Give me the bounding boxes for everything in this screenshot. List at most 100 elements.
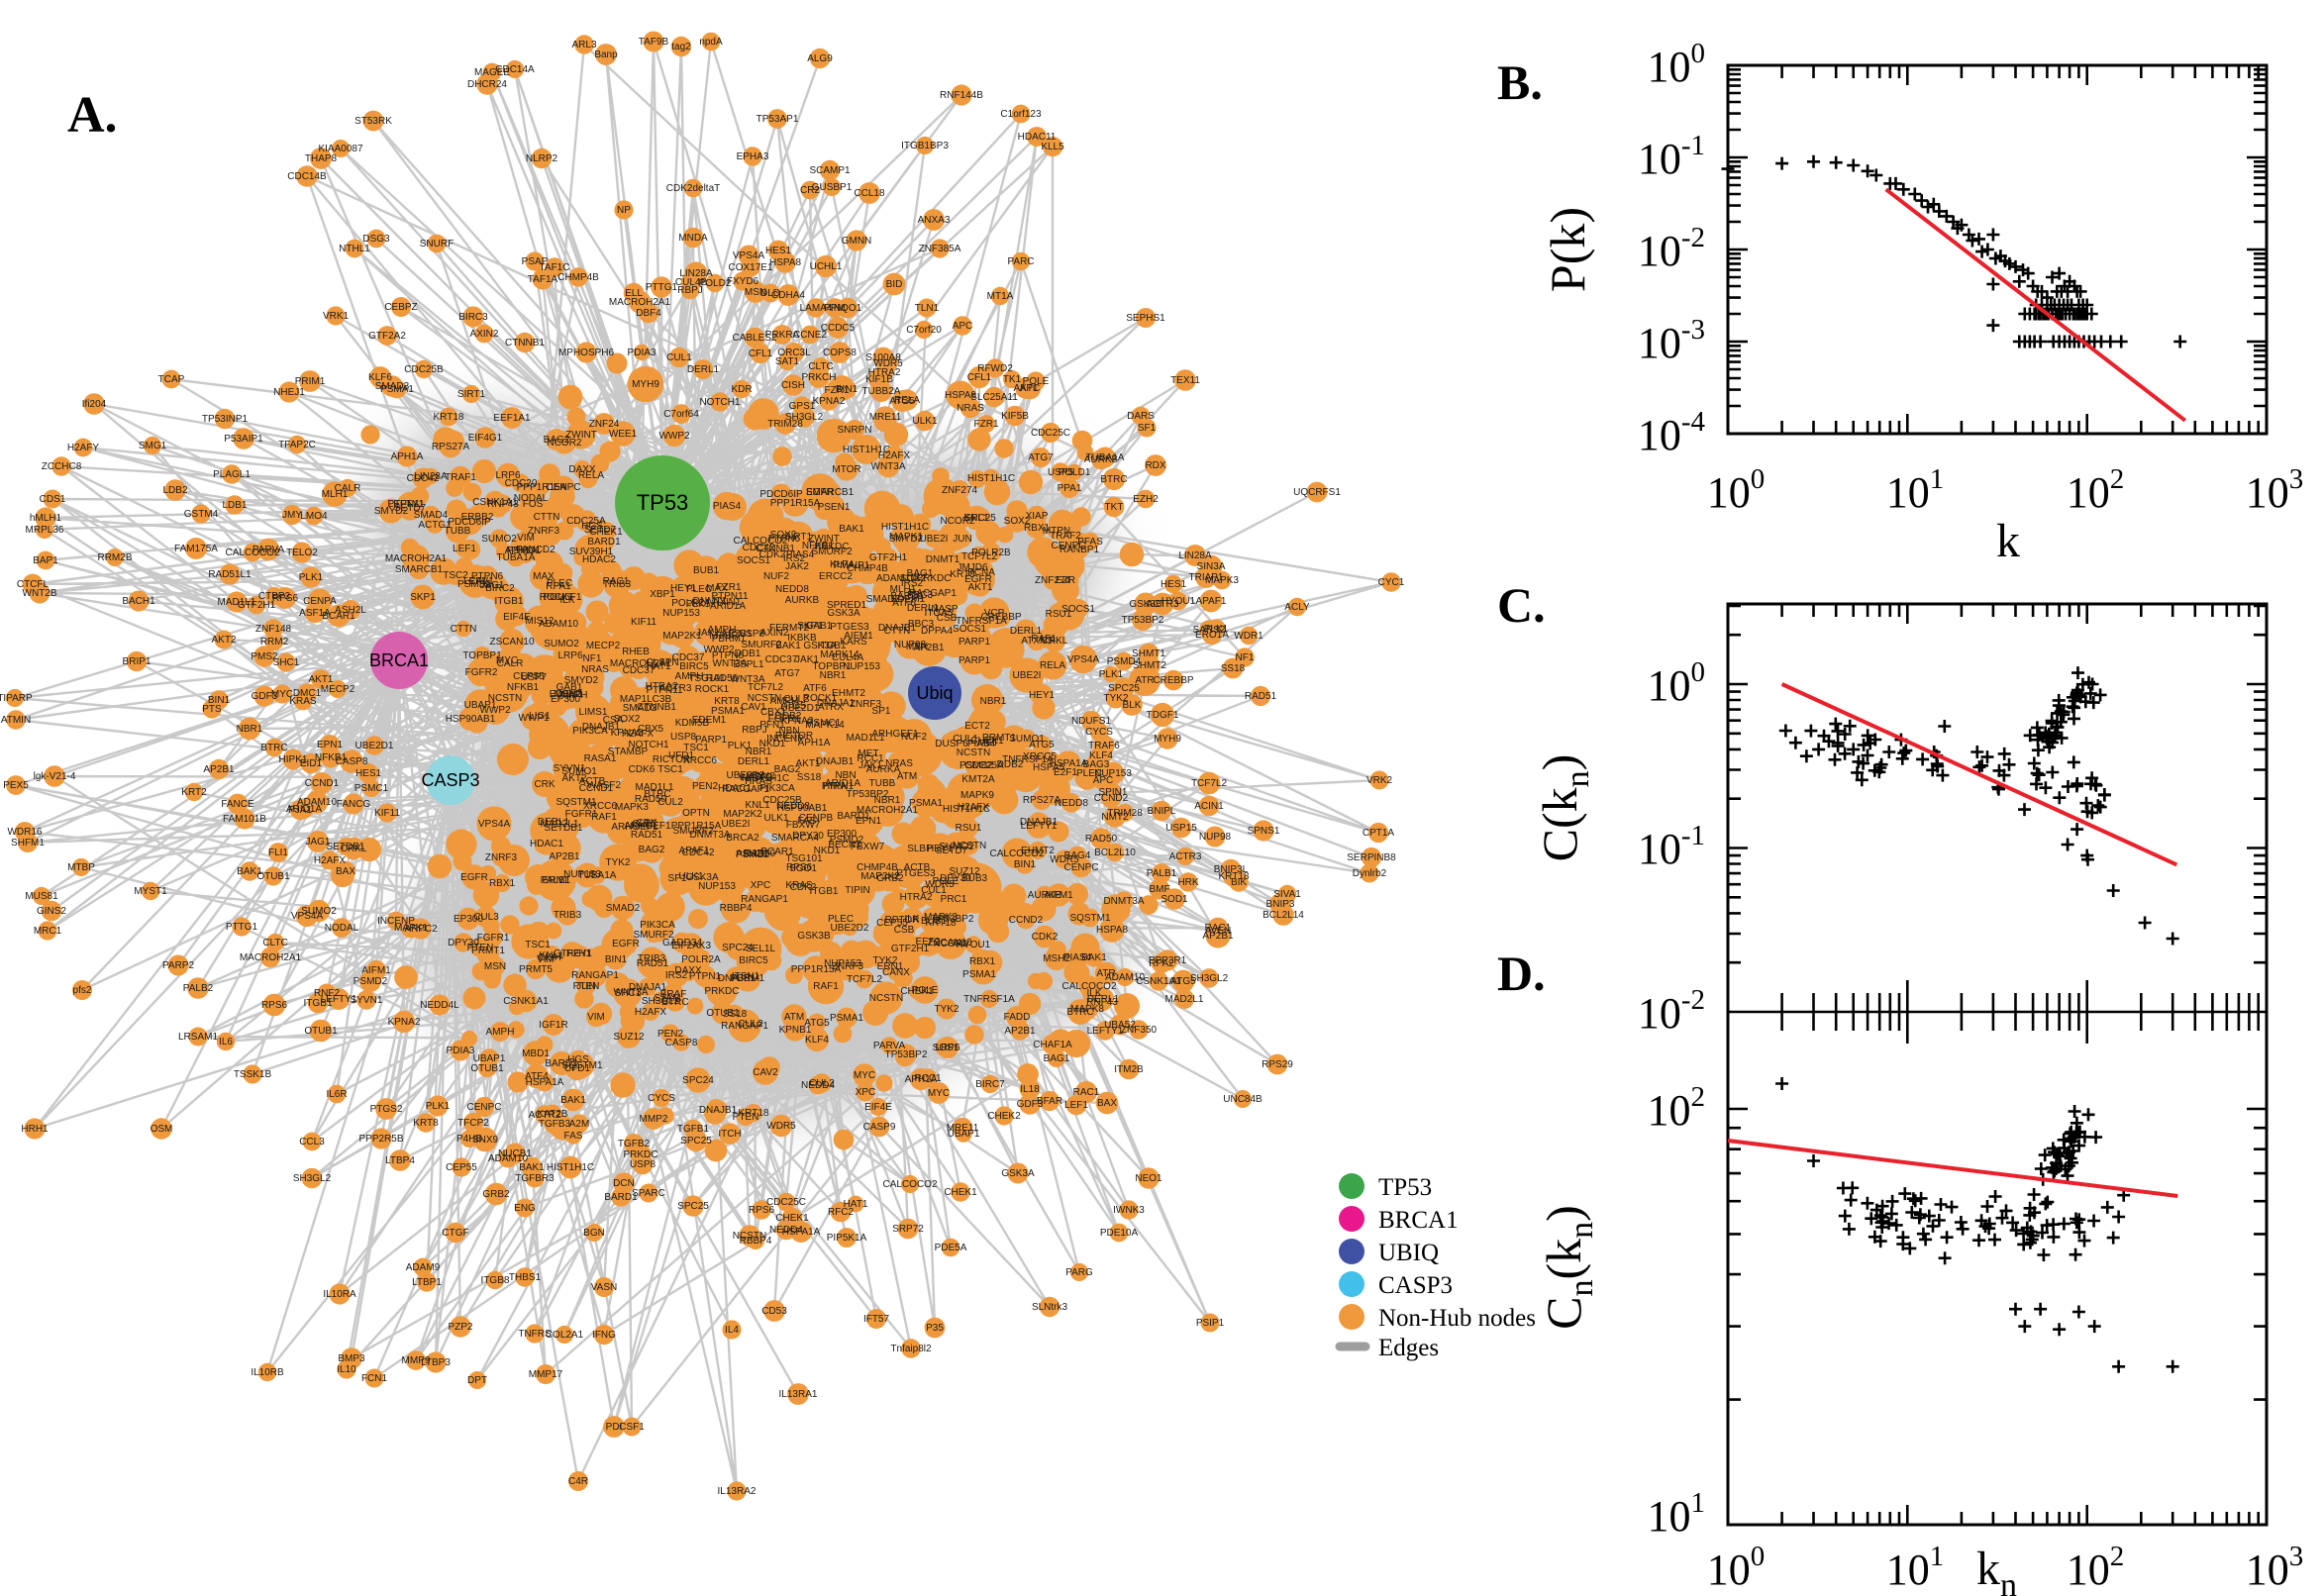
svg-text:LAMA4: LAMA4 [800, 303, 833, 314]
svg-text:GUSBP1: GUSBP1 [812, 182, 853, 193]
svg-text:PRMT1: PRMT1 [471, 946, 505, 956]
svg-text:SRP72: SRP72 [892, 1224, 924, 1235]
svg-text:H2AFX: H2AFX [314, 855, 347, 866]
svg-text:HSPA8: HSPA8 [945, 390, 976, 401]
svg-text:TCF7L2: TCF7L2 [748, 682, 784, 693]
svg-text:DNMT1: DNMT1 [693, 596, 728, 607]
svg-text:HSPA8: HSPA8 [1096, 925, 1128, 936]
svg-text:PEN2: PEN2 [692, 781, 719, 792]
svg-text:XPC: XPC [751, 880, 771, 891]
svg-text:TUBA1A: TUBA1A [1086, 452, 1125, 463]
svg-text:LDB1: LDB1 [222, 500, 247, 511]
svg-text:NCSTN: NCSTN [869, 993, 903, 1004]
svg-text:APH1A: APH1A [391, 451, 424, 462]
svg-text:ACTR3: ACTR3 [1169, 851, 1202, 862]
svg-text:MYH9: MYH9 [1154, 734, 1181, 745]
svg-text:Banp: Banp [594, 50, 618, 60]
svg-text:THAP8: THAP8 [305, 153, 338, 164]
svg-text:BRIP1: BRIP1 [123, 656, 152, 667]
svg-text:PRKDC: PRKDC [623, 1149, 657, 1160]
svg-text:CENPC: CENPC [1063, 862, 1098, 873]
svg-text:PRMT1: PRMT1 [982, 733, 1016, 744]
svg-text:CDK2: CDK2 [1032, 932, 1059, 943]
svg-text:TCF7L2: TCF7L2 [847, 974, 883, 985]
svg-text:TP53BP2: TP53BP2 [1122, 615, 1164, 626]
svg-text:CCNE2: CCNE2 [793, 330, 827, 341]
svg-text:PLEC: PLEC [547, 578, 572, 589]
svg-text:BTRC: BTRC [260, 743, 287, 753]
svg-text:AP2B1: AP2B1 [1004, 1026, 1036, 1037]
svg-text:NTHL1: NTHL1 [339, 244, 370, 254]
svg-text:SAT1: SAT1 [775, 356, 800, 367]
svg-text:CCND2: CCND2 [1009, 915, 1044, 926]
svg-text:TRIB3: TRIB3 [603, 579, 632, 590]
svg-text:ULK1: ULK1 [912, 416, 937, 427]
svg-text:TSSK1B: TSSK1B [234, 1069, 272, 1080]
svg-text:RBX1: RBX1 [489, 878, 516, 889]
svg-text:TRAF2: TRAF2 [1050, 531, 1081, 542]
svg-text:SOD1: SOD1 [1161, 894, 1188, 905]
svg-text:SOS1: SOS1 [933, 1043, 960, 1053]
svg-text:103: 103 [2246, 463, 2304, 517]
svg-text:FAM101B: FAM101B [223, 814, 266, 825]
svg-text:BCL2L14: BCL2L14 [1262, 910, 1304, 921]
svg-text:SUMO2: SUMO2 [481, 534, 517, 545]
svg-text:CHEK1: CHEK1 [944, 1187, 977, 1198]
svg-text:C7orf64: C7orf64 [663, 409, 699, 420]
svg-text:RAF1: RAF1 [591, 812, 617, 823]
svg-text:SIRT1: SIRT1 [457, 389, 486, 400]
svg-text:VPS4A: VPS4A [733, 250, 765, 261]
svg-text:C1orf123: C1orf123 [1000, 109, 1042, 120]
svg-text:BMP3: BMP3 [338, 1353, 365, 1364]
svg-text:RFC2: RFC2 [828, 1207, 855, 1218]
svg-text:AKT2: AKT2 [211, 635, 236, 646]
svg-text:CENPA: CENPA [303, 596, 337, 607]
svg-text:WEE1: WEE1 [609, 429, 638, 440]
svg-text:ITSN1: ITSN1 [732, 971, 760, 982]
svg-text:USP8: USP8 [670, 732, 697, 743]
svg-text:SERPINB8: SERPINB8 [1347, 852, 1396, 863]
svg-text:FAS: FAS [564, 1131, 583, 1142]
svg-text:BCL2L10: BCL2L10 [1094, 848, 1136, 858]
svg-text:ITM2B: ITM2B [1114, 1064, 1144, 1075]
svg-text:DERL1: DERL1 [1087, 994, 1120, 1005]
svg-text:PARC: PARC [1007, 256, 1034, 267]
svg-text:BCAR1: BCAR1 [760, 847, 794, 857]
svg-text:DDB2: DDB2 [997, 759, 1024, 770]
svg-text:ARPC2: ARPC2 [404, 924, 438, 935]
svg-text:NEDD8: NEDD8 [775, 584, 809, 595]
svg-text:BIN1: BIN1 [605, 954, 628, 965]
svg-text:PLK1: PLK1 [426, 1101, 451, 1112]
svg-text:SPC25: SPC25 [677, 1201, 709, 1212]
svg-text:USP15: USP15 [1165, 823, 1197, 834]
svg-text:MAD2L1: MAD2L1 [541, 819, 579, 830]
svg-text:PLAGL1: PLAGL1 [213, 469, 251, 480]
svg-text:CRKL: CRKL [341, 844, 367, 854]
svg-text:WDR5: WDR5 [873, 358, 903, 369]
svg-text:GSK3B: GSK3B [797, 931, 831, 942]
svg-text:101: 101 [1648, 1487, 1706, 1541]
svg-text:RHEB: RHEB [622, 647, 650, 657]
svg-text:PRKDC: PRKDC [704, 986, 739, 997]
svg-text:CENPC: CENPC [546, 482, 580, 493]
svg-text:TGFB1: TGFB1 [677, 1124, 710, 1135]
svg-text:CLTC: CLTC [262, 938, 287, 948]
svg-text:EP300: EP300 [827, 829, 857, 840]
svg-text:CHMP4B: CHMP4B [857, 862, 898, 873]
svg-text:ATRX: ATRX [818, 702, 844, 713]
svg-text:SHFM1: SHFM1 [11, 838, 45, 848]
svg-text:H2AFX: H2AFX [958, 802, 990, 813]
svg-text:MAPK9: MAPK9 [960, 790, 994, 801]
svg-text:HDAC2: HDAC2 [582, 554, 616, 565]
svg-text:PSIP1: PSIP1 [1196, 1318, 1225, 1329]
svg-text:ACTR2: ACTR2 [529, 1110, 561, 1121]
svg-text:DNAJB1: DNAJB1 [1020, 817, 1059, 828]
svg-text:TIPIN: TIPIN [845, 885, 870, 896]
svg-text:EIF4E: EIF4E [503, 612, 531, 623]
svg-text:SPC25: SPC25 [680, 1136, 712, 1147]
svg-text:COX17E1: COX17E1 [728, 262, 772, 273]
svg-text:SLC25A11: SLC25A11 [970, 392, 1018, 403]
svg-text:IKBKB: IKBKB [787, 633, 817, 644]
svg-text:DERL1: DERL1 [1010, 626, 1043, 637]
svg-text:NBR1: NBR1 [237, 724, 263, 735]
